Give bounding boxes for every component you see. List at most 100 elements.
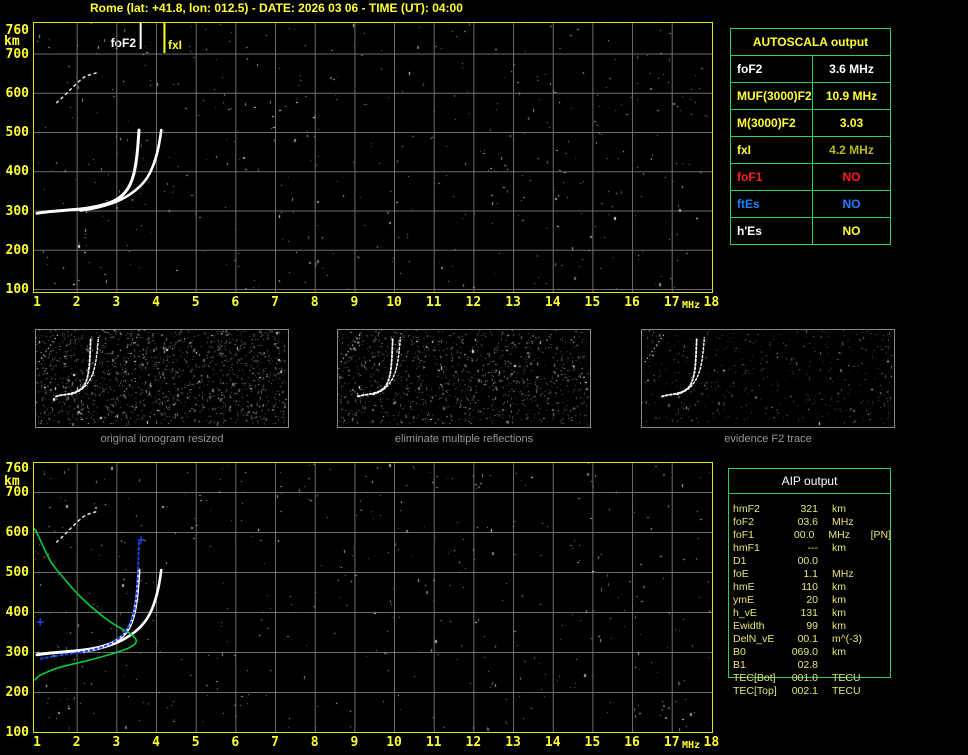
autoscala-row-value: NO <box>842 224 861 238</box>
x-tick-label: 10 <box>386 735 402 750</box>
autoscala-row-label: M(3000)F2 <box>731 110 813 136</box>
thumbnail-eliminate-reflections <box>337 329 591 428</box>
noise-layer <box>338 330 590 427</box>
aip-row: TEC[Top] 002.1 TECU <box>733 685 891 698</box>
autoscala-row: ftEs NO <box>731 190 890 217</box>
thumb-trace-layer <box>644 332 705 398</box>
y-tick-label: 700 <box>5 485 29 500</box>
aip-row-unit: km <box>832 646 846 658</box>
aip-row-value: 131 <box>800 607 818 619</box>
x-tick-label: 14 <box>544 735 561 750</box>
aip-row: hmE 110 km <box>733 581 891 594</box>
aip-row-unit: TECU <box>832 672 861 684</box>
station-date-title: Rome (lat: +41.8, lon: 012.5) - DATE: 20… <box>90 1 463 15</box>
y-tick-label: 100 <box>5 282 29 297</box>
aip-row-label: hmF2 <box>733 503 760 515</box>
x-tick-label: 16 <box>624 295 640 310</box>
aip-rows: hmF2 321 km foF2 03.6 MHz foF1 00.0 MHz [PN] hmF1 -… <box>733 503 891 698</box>
autoscala-row-value: NO <box>842 197 861 211</box>
autoscala-row: fxI 4.2 MHz <box>731 136 890 163</box>
aip-row-value: 03.6 <box>797 516 818 528</box>
autoscala-row-value: 3.6 MHz <box>829 62 874 76</box>
y-tick-label: 300 <box>5 203 29 219</box>
autoscala-row-label: fxI <box>731 137 813 163</box>
aip-row-unit: MHz <box>828 529 850 541</box>
x-tick-label: 17 <box>663 735 680 750</box>
aip-row-value: 00.0 <box>793 529 815 541</box>
aip-row: hmF2 321 km <box>733 503 891 516</box>
autoscala-row-value: NO <box>842 170 861 184</box>
autoscala-row: foF2 3.6 MHz <box>731 55 890 82</box>
aip-row-unit: m^(-3) <box>832 633 863 645</box>
x-tick-label: 4 <box>152 735 160 750</box>
x-tick-label: 14 <box>544 295 561 310</box>
aip-row-value: 00.1 <box>797 633 818 645</box>
x-tick-label: 2 <box>72 735 81 750</box>
aip-row-label: Ewidth <box>733 620 765 632</box>
aip-row-value: 1.1 <box>803 568 818 580</box>
aip-row-label: D1 <box>733 555 747 567</box>
x-tick-label: 1 <box>33 295 41 310</box>
aip-row: h_vE 131 km <box>733 607 891 620</box>
aip-row-value: --- <box>807 542 819 554</box>
x-tick-label: 6 <box>231 735 240 750</box>
aip-row: ymE 20 km <box>733 594 891 607</box>
thumbnail-original-ionogram <box>35 329 289 428</box>
aip-header: AIP output <box>728 468 891 494</box>
autoscala-row-label: h'Es <box>731 218 813 244</box>
aip-row-unit: km <box>832 607 846 619</box>
aip-row-label: hmF1 <box>733 542 760 554</box>
x-tick-label: 13 <box>505 295 521 310</box>
y-tick-label: 760 <box>5 461 29 476</box>
aip-row: D1 00.0 <box>733 555 891 568</box>
aip-row-label: TEC[Bot] <box>733 672 776 684</box>
aip-row: TEC[Bot] 001.0 TECU <box>733 672 891 685</box>
y-tick-label: 400 <box>5 164 29 180</box>
autoscala-row-label: foF1 <box>731 164 813 190</box>
aip-row: B1 02.8 <box>733 659 891 672</box>
x-tick-label: 10 <box>386 295 402 310</box>
ionogram-plot: foF2 fxI <box>33 22 713 293</box>
aip-row-unit <box>818 555 874 568</box>
autoscala-header: AUTOSCALA output <box>752 35 869 49</box>
aip-row-value: 069.0 <box>791 646 818 658</box>
aip-row-label: foF2 <box>733 516 755 528</box>
y-tick-label: 100 <box>5 725 29 740</box>
y-tick-label: 200 <box>5 242 29 258</box>
aip-row-label: ymE <box>733 594 754 606</box>
y-tick-label: 300 <box>5 645 29 660</box>
aip-row-unit <box>818 659 874 672</box>
thumbnail-caption: original ionogram resized <box>100 433 224 445</box>
autoscala-output-panel: AUTOSCALA output foF2 3.6 MHz MUF(3000)F2 1… <box>730 28 891 245</box>
x-tick-label: 18 <box>703 295 720 310</box>
noise-layer <box>36 330 288 427</box>
thumbnail-evidence-f2-trace <box>641 329 895 428</box>
autoscala-rows: foF2 3.6 MHz MUF(3000)F2 10.9 MHz M(3000)F2 3… <box>731 55 890 244</box>
autoscala-row-value: 10.9 MHz <box>825 89 878 103</box>
x-tick-label: 4 <box>152 295 160 310</box>
x-axis-unit: MHz <box>682 300 701 311</box>
x-tick-label: 11 <box>425 735 442 750</box>
y-tick-label: 700 <box>5 46 29 62</box>
aip-row-label: B0 <box>733 646 746 658</box>
x-tick-label: 3 <box>112 735 121 750</box>
autoscala-row-label: ftEs <box>731 191 813 217</box>
x-tick-label: 12 <box>465 735 482 750</box>
y-tick-label: 600 <box>5 85 29 101</box>
thumbnail-caption: eliminate multiple reflections <box>394 433 534 445</box>
x-tick-label: 15 <box>584 295 601 310</box>
autoscala-row-label: foF2 <box>731 56 813 82</box>
aip-row-unit: TECU <box>832 685 861 697</box>
aip-row-unit: MHz <box>832 568 854 580</box>
trace-layer <box>35 23 166 215</box>
x-tick-label: 12 <box>465 295 482 310</box>
thumbnail-caption: evidence F2 trace <box>724 433 812 445</box>
aip-row-label: TEC[Top] <box>733 685 777 697</box>
y-tick-label: 760 <box>5 23 29 39</box>
aip-row: DelN_vE 00.1 m^(-3) <box>733 633 891 646</box>
x-tick-label: 8 <box>310 295 319 310</box>
aip-row-value: 99 <box>806 620 818 632</box>
autoscala-row: M(3000)F2 3.03 <box>731 109 890 136</box>
x-tick-label: 7 <box>271 735 279 750</box>
